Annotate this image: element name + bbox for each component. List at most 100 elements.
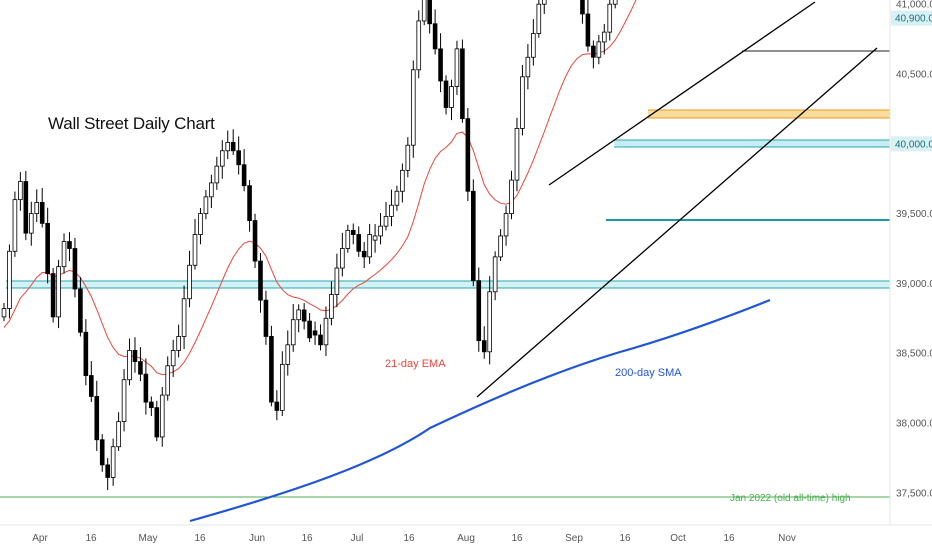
candle bbox=[181, 285, 187, 350]
candle bbox=[301, 303, 307, 330]
candle bbox=[318, 324, 323, 351]
candle bbox=[492, 251, 498, 301]
candle bbox=[443, 75, 449, 115]
candle bbox=[252, 213, 258, 269]
x-tick-label: Sep bbox=[565, 533, 583, 544]
candle bbox=[367, 223, 372, 264]
candle bbox=[274, 390, 280, 421]
candle bbox=[449, 79, 454, 121]
candle bbox=[236, 136, 241, 175]
candle bbox=[427, 0, 432, 34]
candle bbox=[372, 224, 378, 253]
candle bbox=[23, 170, 29, 241]
candle bbox=[290, 304, 296, 352]
candle bbox=[421, 0, 427, 26]
candle bbox=[383, 202, 389, 231]
candle bbox=[154, 400, 160, 442]
x-tick-label: Jul bbox=[351, 533, 364, 544]
candle bbox=[400, 163, 405, 203]
candle bbox=[105, 458, 110, 491]
zone-40000 bbox=[6, 281, 890, 288]
candlesticks bbox=[1, 0, 618, 491]
x-tick-label: 16 bbox=[403, 533, 415, 544]
candle bbox=[580, 0, 585, 24]
candle bbox=[585, 0, 591, 52]
candle bbox=[198, 208, 203, 245]
candle bbox=[454, 40, 460, 95]
candle bbox=[110, 438, 116, 486]
y-tick-label: 39,000.0 bbox=[896, 279, 932, 290]
candle bbox=[536, 0, 542, 38]
candle bbox=[78, 277, 83, 337]
candle bbox=[503, 205, 509, 246]
candle bbox=[187, 250, 192, 308]
x-tick-label: Jun bbox=[249, 533, 265, 544]
candle bbox=[28, 201, 34, 246]
x-tick-label: 16 bbox=[194, 533, 206, 544]
x-tick-label: 16 bbox=[619, 533, 631, 544]
candle bbox=[209, 174, 214, 209]
x-tick-label: 16 bbox=[723, 533, 735, 544]
candle bbox=[94, 380, 100, 451]
x-tick-label: Apr bbox=[32, 533, 48, 544]
candle bbox=[591, 40, 596, 69]
candle bbox=[329, 281, 334, 326]
candle bbox=[465, 108, 471, 202]
candle bbox=[127, 338, 132, 386]
channel-lower-line bbox=[476, 47, 878, 398]
candle bbox=[432, 9, 438, 55]
candle bbox=[34, 189, 40, 222]
candle bbox=[116, 412, 121, 451]
candle bbox=[487, 276, 492, 365]
price-label: 40,000.0 bbox=[891, 136, 932, 152]
candle bbox=[39, 188, 45, 228]
candle bbox=[176, 324, 181, 358]
candle bbox=[67, 232, 72, 262]
price-label: 40,900.0 bbox=[891, 10, 932, 26]
y-tick-label: 38,500.0 bbox=[896, 349, 932, 360]
candle bbox=[285, 330, 291, 376]
y-tick-label: 41,000.0 bbox=[896, 0, 932, 11]
candle bbox=[531, 19, 536, 66]
price-label-text: 40,900.0 bbox=[895, 14, 932, 25]
candle bbox=[219, 140, 225, 179]
candle bbox=[18, 172, 23, 211]
candle bbox=[334, 253, 340, 308]
candle bbox=[132, 337, 138, 373]
candle bbox=[56, 259, 61, 329]
candle bbox=[520, 64, 525, 136]
candle bbox=[269, 325, 274, 407]
candle bbox=[214, 156, 220, 190]
candle bbox=[410, 60, 416, 158]
annotations: 21-day EMA 200-day SMA Jan 2022 (old all… bbox=[385, 358, 851, 504]
candle bbox=[7, 244, 12, 319]
candle bbox=[138, 347, 143, 382]
candle bbox=[394, 185, 400, 211]
time-axis: Apr 16 May 16 Jun 16 Jul 16 Aug 16 Sep 16 Oct 16 Nov bbox=[32, 533, 796, 544]
candle bbox=[356, 226, 362, 257]
x-tick-label: May bbox=[139, 533, 158, 544]
candle bbox=[340, 232, 345, 277]
price-label-text: 40,000.0 bbox=[895, 139, 932, 150]
candle bbox=[350, 223, 356, 245]
candle bbox=[1, 302, 7, 322]
candle bbox=[50, 268, 56, 323]
x-tick-label: Nov bbox=[778, 533, 796, 544]
candle bbox=[121, 369, 127, 432]
candle bbox=[405, 137, 411, 178]
y-tick-label: 39,500.0 bbox=[896, 209, 932, 220]
candle bbox=[192, 218, 198, 270]
candle bbox=[498, 229, 503, 262]
candle bbox=[203, 190, 209, 220]
sma200-label: 200-day SMA bbox=[615, 367, 682, 379]
candle bbox=[438, 33, 443, 93]
candle bbox=[607, 0, 613, 41]
candle bbox=[165, 356, 171, 401]
candle bbox=[149, 396, 154, 417]
candle bbox=[230, 129, 236, 155]
candle bbox=[514, 117, 520, 192]
candle bbox=[596, 35, 602, 65]
ema21-label: 21-day EMA bbox=[385, 358, 446, 370]
candle bbox=[345, 224, 351, 253]
candle bbox=[416, 10, 422, 79]
